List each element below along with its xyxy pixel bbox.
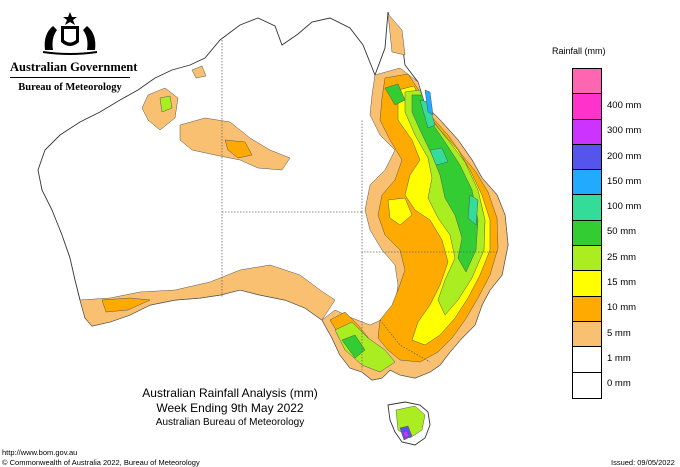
footer-issued: Issued: 09/05/2022: [611, 458, 675, 467]
legend-swatch: [573, 94, 601, 120]
legend-label: 5 mm: [607, 327, 631, 339]
legend-label: 150 mm: [607, 175, 642, 187]
legend-label: 15 mm: [607, 277, 637, 289]
legend-swatch: [573, 220, 601, 247]
caption-period: Week Ending 9th May 2022: [156, 401, 304, 415]
legend-swatch: [573, 271, 601, 297]
legend-colorbar: [572, 68, 602, 399]
legend-label: 1 mm: [607, 352, 631, 364]
caption-source: Australian Bureau of Meteorology: [155, 417, 305, 428]
legend-swatch: [573, 170, 601, 196]
legend-title: Rainfall (mm): [552, 46, 606, 56]
legend-swatch: [573, 246, 601, 272]
legend-swatch: [573, 119, 601, 145]
bureau-title: Bureau of Meteorology: [18, 82, 122, 93]
coat-of-arms-icon: [42, 12, 98, 55]
rainfall-200mm-zone: [402, 430, 410, 439]
legend-label: 50 mm: [607, 226, 637, 238]
state-borders: [221, 40, 498, 370]
legend-label: 0 mm: [607, 378, 631, 390]
government-title: Australian Government: [10, 60, 137, 78]
legend-swatch: [573, 195, 601, 221]
legend-label: 100 mm: [607, 201, 642, 213]
map-caption: Australian Rainfall Analysis (mm) Week E…: [120, 386, 340, 429]
legend-swatch: [573, 347, 601, 373]
rainfall-50mm-zone: [419, 99, 479, 226]
legend-swatch: [573, 144, 601, 171]
legend-swatch: [573, 296, 601, 322]
legend-label: 200 mm: [607, 150, 642, 162]
rainfall-25mm-zone: [341, 83, 479, 359]
rainfall-100mm-zone: [424, 89, 434, 116]
legend-label: 400 mm: [607, 99, 642, 111]
legend-label: 10 mm: [607, 302, 637, 314]
footer-copyright: © Commonwealth of Australia 2022, Bureau…: [2, 458, 200, 467]
footer-url[interactable]: http://www.bom.gov.au: [2, 448, 78, 457]
legend-label: 300 mm: [607, 125, 642, 137]
legend-label: 25 mm: [607, 251, 637, 263]
legend-swatch: [573, 372, 601, 398]
legend-swatch: [573, 69, 601, 95]
government-branding: Australian Government Bureau of Meteorol…: [10, 10, 137, 93]
caption-title: Australian Rainfall Analysis (mm): [142, 386, 318, 400]
legend-swatch: [573, 321, 601, 348]
